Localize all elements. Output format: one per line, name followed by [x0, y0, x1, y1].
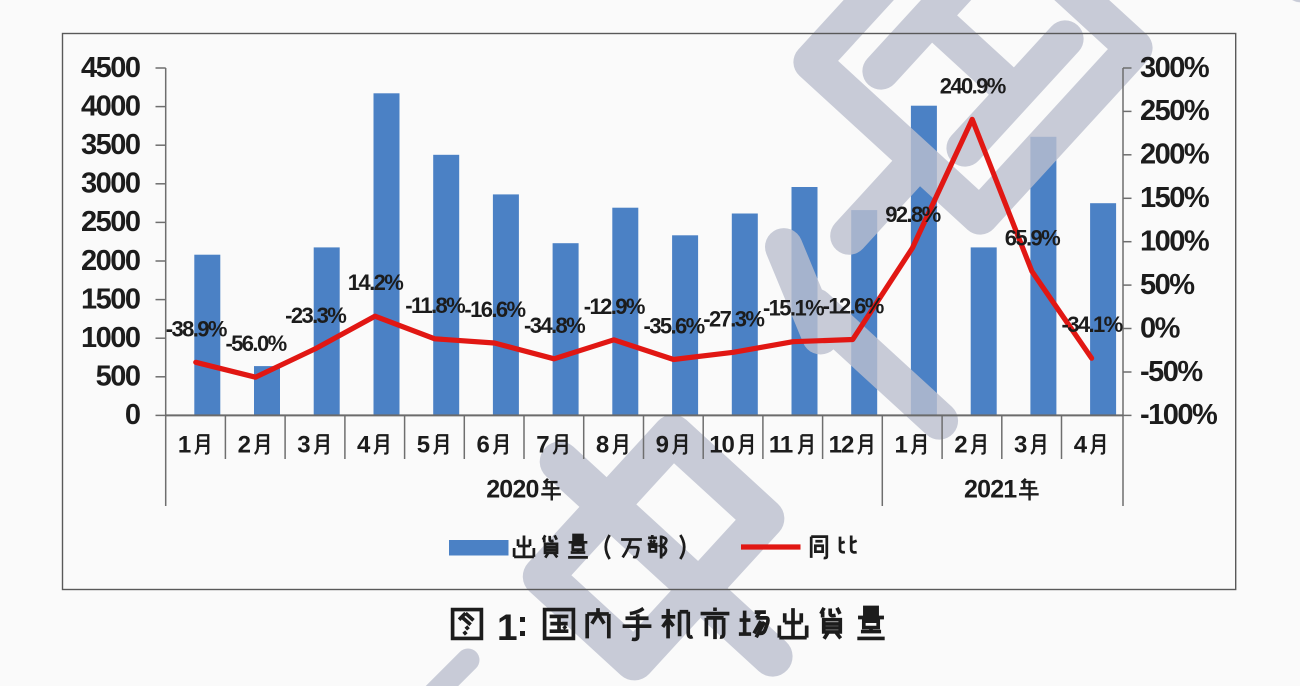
- svg-text:-35.6%: -35.6%: [644, 314, 705, 339]
- svg-text:2: 2: [238, 432, 251, 459]
- svg-text:3000: 3000: [81, 168, 140, 200]
- svg-text:8: 8: [596, 432, 609, 459]
- svg-text:-56.0%: -56.0%: [225, 331, 286, 356]
- svg-text:2500: 2500: [81, 206, 140, 238]
- svg-text:4000: 4000: [81, 90, 140, 122]
- svg-text:-27.3%: -27.3%: [703, 306, 764, 331]
- svg-text:12: 12: [829, 432, 854, 459]
- svg-text:-15.1%: -15.1%: [763, 296, 824, 321]
- svg-text:50%: 50%: [1140, 269, 1195, 301]
- svg-text:2000: 2000: [81, 245, 140, 277]
- svg-text:1: 1: [497, 607, 518, 648]
- svg-text:250%: 250%: [1140, 95, 1210, 127]
- svg-text:100%: 100%: [1140, 226, 1210, 258]
- svg-text:10: 10: [709, 432, 734, 459]
- svg-text:1000: 1000: [81, 322, 140, 354]
- svg-text:500: 500: [96, 361, 140, 393]
- svg-text:3: 3: [297, 432, 310, 459]
- svg-text:-11.8%: -11.8%: [405, 293, 465, 318]
- svg-text:2: 2: [954, 432, 967, 459]
- svg-text:150%: 150%: [1140, 182, 1210, 214]
- svg-text:1: 1: [895, 432, 908, 459]
- svg-text:14.2%: 14.2%: [348, 270, 403, 295]
- svg-text:-100%: -100%: [1140, 399, 1218, 431]
- svg-text:-50%: -50%: [1140, 356, 1203, 388]
- svg-text:-12.6%: -12.6%: [823, 294, 884, 319]
- svg-text:4: 4: [357, 432, 371, 459]
- svg-text:9: 9: [656, 432, 669, 459]
- svg-text:4500: 4500: [81, 52, 140, 84]
- svg-text:-34.8%: -34.8%: [524, 313, 585, 338]
- svg-text:-23.3%: -23.3%: [285, 303, 346, 328]
- svg-text:2021: 2021: [964, 476, 1017, 504]
- svg-text:240.9%: 240.9%: [940, 73, 1006, 98]
- svg-text:-34.1%: -34.1%: [1062, 312, 1123, 337]
- svg-text:0%: 0%: [1140, 312, 1181, 344]
- svg-text:3500: 3500: [81, 129, 140, 161]
- svg-text:4: 4: [1074, 432, 1088, 459]
- svg-text:7: 7: [536, 432, 549, 459]
- svg-text:-12.9%: -12.9%: [584, 294, 645, 319]
- svg-text:11: 11: [769, 432, 793, 459]
- svg-text:1: 1: [178, 432, 191, 459]
- svg-text:200%: 200%: [1140, 139, 1210, 171]
- svg-text:92.8%: 92.8%: [885, 202, 940, 227]
- svg-text:0: 0: [125, 399, 140, 431]
- svg-text:6: 6: [477, 432, 490, 459]
- svg-text:-38.9%: -38.9%: [166, 316, 227, 341]
- svg-text:1500: 1500: [81, 283, 140, 315]
- svg-text:5: 5: [417, 432, 430, 459]
- svg-text:-16.6%: -16.6%: [464, 297, 525, 322]
- svg-text:3: 3: [1014, 432, 1027, 459]
- svg-text:2020: 2020: [486, 476, 538, 504]
- svg-text:65.9%: 65.9%: [1005, 225, 1060, 250]
- svg-text:300%: 300%: [1140, 52, 1210, 84]
